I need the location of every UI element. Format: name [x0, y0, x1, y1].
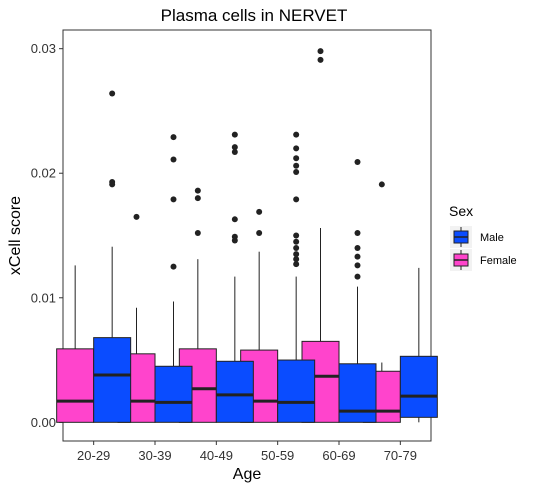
- outlier-point: [231, 144, 238, 151]
- legend-label-female: Female: [480, 255, 517, 267]
- outlier-point: [231, 131, 238, 138]
- box-male: [277, 131, 316, 423]
- y-axis-title: xCell score: [7, 196, 24, 275]
- outlier-point: [109, 178, 116, 185]
- outlier-point: [293, 244, 300, 251]
- y-tick-label: 0.03: [31, 41, 56, 56]
- legend-label-male: Male: [480, 232, 504, 244]
- legend-key-female: [450, 249, 472, 271]
- outlier-point: [293, 131, 300, 138]
- outlier-point: [170, 263, 177, 270]
- x-tick-label: 20-29: [77, 448, 110, 463]
- outlier-point: [317, 48, 324, 55]
- box-male: [399, 267, 438, 423]
- box-body: [338, 363, 377, 423]
- box-male: [338, 159, 377, 423]
- x-axis-title: Age: [233, 466, 262, 483]
- outlier-point: [317, 56, 324, 63]
- box-body: [215, 360, 254, 423]
- outlier-point: [293, 251, 300, 258]
- outlier-point: [170, 134, 177, 141]
- box-body: [154, 365, 193, 423]
- box-body: [277, 359, 316, 423]
- outlier-point: [293, 155, 300, 162]
- outlier-point: [256, 230, 263, 237]
- outlier-point: [354, 230, 361, 237]
- outlier-point: [231, 149, 238, 156]
- outlier-point: [354, 273, 361, 280]
- outlier-point: [109, 90, 116, 97]
- outlier-point: [194, 195, 201, 202]
- outlier-point: [194, 230, 201, 237]
- box-body: [399, 355, 438, 418]
- outlier-point: [231, 233, 238, 240]
- box-male: [93, 90, 132, 423]
- legend-title: Sex: [449, 203, 473, 219]
- box-female: [56, 265, 95, 423]
- y-tick-label: 0.01: [31, 290, 56, 305]
- outlier-point: [170, 196, 177, 203]
- outlier-point: [293, 238, 300, 245]
- outlier-point: [354, 244, 361, 251]
- y-axis: 0.00 0.01 0.02 0.03: [31, 41, 63, 430]
- outlier-point: [293, 196, 300, 203]
- outlier-point: [293, 232, 300, 239]
- outlier-point: [231, 216, 238, 223]
- x-tick-label: 40-49: [200, 448, 233, 463]
- outlier-point: [194, 187, 201, 194]
- legend-key-male: [450, 226, 472, 248]
- x-tick-label: 60-69: [322, 448, 355, 463]
- outlier-point: [256, 208, 263, 215]
- outlier-point: [133, 213, 140, 220]
- box-male: [215, 131, 254, 423]
- x-tick-label: 30-39: [138, 448, 171, 463]
- outlier-point: [293, 162, 300, 169]
- boxes-layer: [56, 48, 438, 423]
- box-male: [154, 134, 193, 423]
- outlier-point: [293, 256, 300, 263]
- box-body: [56, 348, 95, 423]
- outlier-point: [354, 253, 361, 260]
- chart-title: Plasma cells in NERVET: [161, 6, 348, 25]
- outlier-point: [293, 168, 300, 175]
- x-axis: 20-29 30-39 40-49 50-59 60-69 70-79: [77, 441, 417, 463]
- outlier-point: [354, 159, 361, 166]
- legend: Sex Male Female: [449, 203, 517, 271]
- x-tick-label: 50-59: [261, 448, 294, 463]
- x-tick-label: 70-79: [384, 448, 417, 463]
- outlier-point: [378, 181, 385, 188]
- outlier-point: [293, 145, 300, 152]
- outlier-point: [170, 156, 177, 163]
- y-tick-label: 0.00: [31, 415, 56, 430]
- y-tick-label: 0.02: [31, 166, 56, 181]
- box-body: [93, 337, 132, 423]
- outlier-point: [354, 262, 361, 269]
- outlier-point: [293, 261, 300, 268]
